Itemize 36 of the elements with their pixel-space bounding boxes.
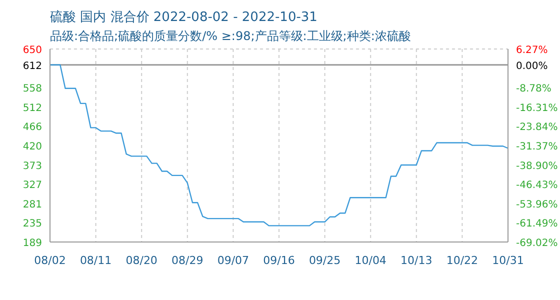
y-tick-label: 512 <box>22 102 42 114</box>
line-series <box>50 64 508 226</box>
x-tick-label: 08/02 <box>34 254 66 267</box>
y-tick-label: 558 <box>22 84 42 95</box>
y-tick-label: 281 <box>22 199 42 210</box>
chart-subtitle: 品级:合格品;硫酸的质量分数/% ≥:98;产品等级:工业级;种类:浓硫酸 <box>50 28 411 45</box>
y-tick-label: 466 <box>22 122 42 134</box>
y2-tick-label: -31.37% <box>516 141 558 152</box>
x-tick-label: 08/11 <box>80 254 112 267</box>
y2-tick-label: -38.90% <box>516 160 558 172</box>
x-tick-label: 09/16 <box>263 254 295 267</box>
y-tick-label: 327 <box>22 180 42 192</box>
y2-tick-label: 6.27% <box>516 45 548 56</box>
y2-tick-label: -8.78% <box>516 84 552 95</box>
y2-tick-label: 0.00% <box>516 61 548 72</box>
y2-tick-label: -53.96% <box>516 199 558 210</box>
y2-tick-label: -61.49% <box>516 218 558 230</box>
y-tick-label: 235 <box>22 218 42 230</box>
y2-tick-label: -69.02% <box>516 238 558 249</box>
y2-tick-label: -16.31% <box>516 102 558 114</box>
y-tick-label: 612 <box>22 60 42 72</box>
x-tick-label: 10/04 <box>354 254 386 267</box>
x-tick-label: 09/25 <box>308 254 341 267</box>
y2-tick-label: -23.84% <box>516 122 558 134</box>
x-tick-label: 10/13 <box>400 254 432 267</box>
y-tick-label: 650 <box>22 45 42 56</box>
chart-title: 硫酸 国内 混合价 2022-08-02 - 2022-10-31 <box>50 9 318 26</box>
x-tick-label: 10/22 <box>446 254 478 267</box>
y-tick-label: 373 <box>22 160 42 172</box>
x-tick-label: 08/29 <box>172 254 204 267</box>
x-tick-label: 08/20 <box>126 254 158 267</box>
y-tick-label: 420 <box>22 141 42 152</box>
x-tick-label: 09/07 <box>217 254 250 267</box>
y2-tick-label: -46.43% <box>516 180 558 192</box>
x-tick-label: 10/31 <box>492 254 524 267</box>
y-tick-label: 189 <box>22 238 42 249</box>
